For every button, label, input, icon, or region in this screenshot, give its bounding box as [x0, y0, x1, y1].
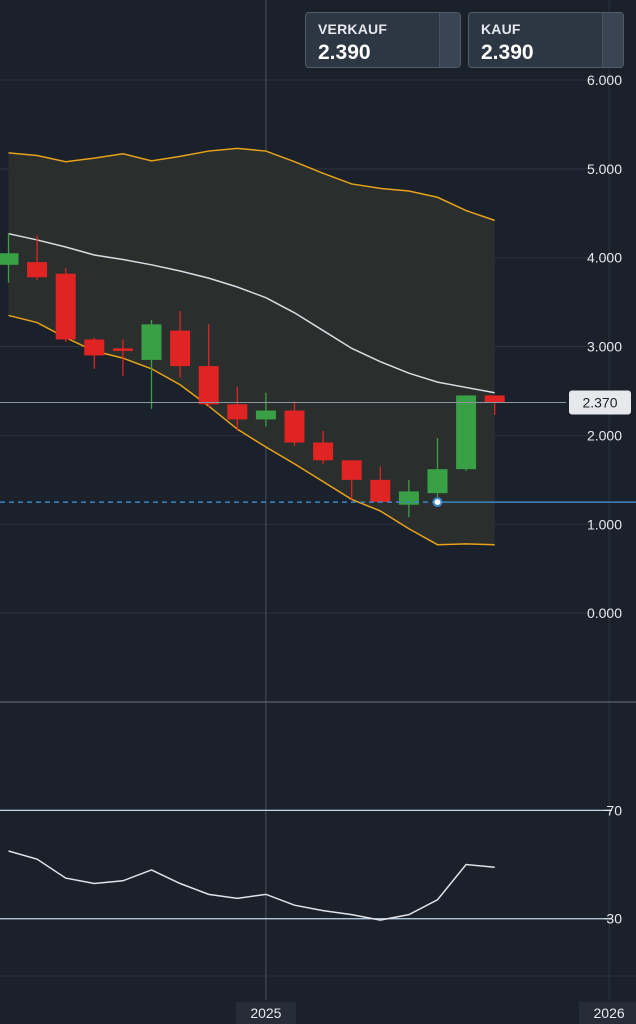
rsi-panel: 70 30	[0, 802, 622, 927]
rsi-line	[8, 850, 495, 921]
sell-quote-button[interactable]: VERKAUF 2.390	[305, 12, 461, 68]
candle-body	[27, 262, 48, 278]
candle-body	[84, 339, 105, 356]
price-tick-label: 0.000	[587, 605, 622, 621]
candle-body	[170, 330, 191, 367]
bollinger-middle-line	[8, 232, 495, 394]
bollinger-upper-line	[8, 147, 495, 222]
candle-body	[427, 469, 448, 494]
candle-body	[227, 404, 248, 420]
grid-lines	[0, 0, 636, 1000]
price-tick-label: 1.000	[587, 516, 622, 532]
price-tick-label: 6.000	[587, 72, 622, 88]
price-tick-label: 5.000	[587, 161, 622, 177]
candle-body	[456, 395, 477, 470]
rsi-tick-label: 70	[606, 802, 622, 818]
candle-body	[284, 410, 305, 443]
candle-body	[255, 410, 276, 420]
price-tick-label: 3.000	[587, 339, 622, 355]
axis-labels: 6.000 5.000 4.000 3.000 2.000 1.000 0.000 2025 2…	[235, 72, 636, 1024]
time-tick-label: 2025	[250, 1005, 281, 1021]
buy-quote-button[interactable]: KAUF 2.390	[468, 12, 624, 68]
candle-body	[313, 442, 334, 461]
rsi-tick-label: 30	[606, 911, 622, 927]
bollinger-fill	[8, 148, 495, 545]
price-tick-label: 2.000	[587, 427, 622, 443]
candle-body	[112, 348, 133, 351]
current-price-label: 2.370	[582, 395, 617, 411]
time-tick-label: 2026	[594, 1005, 625, 1021]
buy-price: 2.390	[481, 41, 534, 64]
candle-body	[398, 491, 419, 505]
candle-body	[0, 253, 19, 265]
sell-label: VERKAUF	[318, 21, 388, 37]
buy-label: KAUF	[481, 21, 521, 37]
current-price-badge	[569, 390, 631, 415]
sell-quote-handle	[439, 13, 460, 67]
candle-body	[198, 366, 219, 405]
candle-body	[55, 273, 76, 340]
candlestick-series	[0, 233, 505, 518]
candle-body	[484, 395, 505, 403]
candle-body	[370, 479, 391, 503]
reference-marker-dot	[432, 497, 443, 508]
price-overlays: 2.370	[0, 390, 636, 508]
sell-price: 2.390	[318, 41, 371, 64]
candle-body	[341, 460, 362, 480]
candle-body	[141, 324, 162, 360]
time-tick-background	[235, 1002, 296, 1024]
price-tick-label: 4.000	[587, 250, 622, 266]
buy-quote-handle	[602, 13, 623, 67]
time-tick-background	[579, 1002, 636, 1024]
